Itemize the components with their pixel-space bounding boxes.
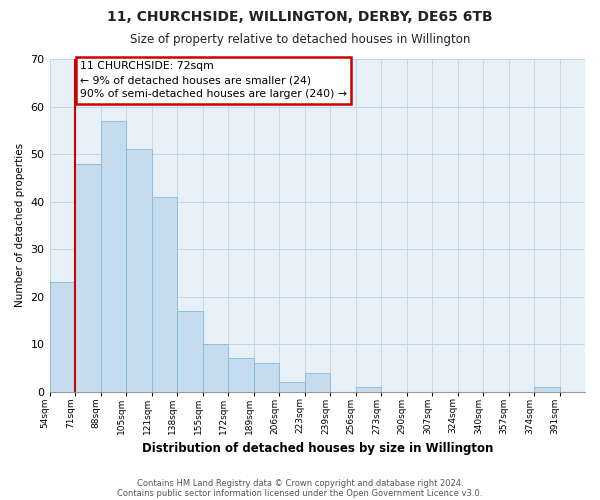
Bar: [152, 197, 177, 392]
Bar: [75, 164, 101, 392]
Text: 11 CHURCHSIDE: 72sqm
← 9% of detached houses are smaller (24)
90% of semi-detach: 11 CHURCHSIDE: 72sqm ← 9% of detached ho…: [80, 62, 347, 100]
Bar: [254, 363, 279, 392]
Y-axis label: Number of detached properties: Number of detached properties: [15, 144, 25, 308]
Bar: [228, 358, 254, 392]
Text: Contains public sector information licensed under the Open Government Licence v3: Contains public sector information licen…: [118, 488, 482, 498]
Bar: [177, 311, 203, 392]
Text: Contains HM Land Registry data © Crown copyright and database right 2024.: Contains HM Land Registry data © Crown c…: [137, 478, 463, 488]
Bar: [203, 344, 228, 392]
Bar: [50, 282, 75, 392]
X-axis label: Distribution of detached houses by size in Willington: Distribution of detached houses by size …: [142, 442, 493, 455]
Text: 11, CHURCHSIDE, WILLINGTON, DERBY, DE65 6TB: 11, CHURCHSIDE, WILLINGTON, DERBY, DE65 …: [107, 10, 493, 24]
Bar: [126, 150, 152, 392]
Bar: [305, 372, 330, 392]
Bar: [101, 121, 126, 392]
Text: Size of property relative to detached houses in Willington: Size of property relative to detached ho…: [130, 32, 470, 46]
Bar: [279, 382, 305, 392]
Bar: [356, 387, 381, 392]
Bar: [534, 387, 560, 392]
